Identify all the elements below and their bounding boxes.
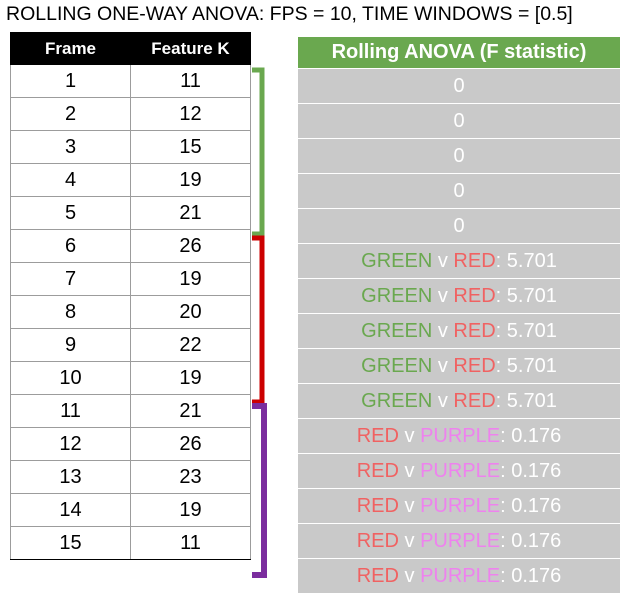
colon-separator: : (496, 250, 507, 272)
versus-separator: v (432, 355, 453, 377)
anova-row: 0 (298, 69, 620, 104)
colon-separator: : (500, 495, 511, 517)
f-statistic-value: 5.701 (507, 250, 557, 272)
versus-separator: v (432, 250, 453, 272)
colon-separator: : (496, 285, 507, 307)
group-b-label: RED (453, 355, 495, 377)
versus-separator: v (432, 285, 453, 307)
anova-row: GREEN v RED: 5.701 (298, 349, 620, 384)
anova-row: RED v PURPLE: 0.176 (298, 419, 620, 454)
anova-row: RED v PURPLE: 0.176 (298, 489, 620, 524)
group-b-label: PURPLE (420, 495, 500, 517)
f-statistic-value: 0.176 (511, 460, 561, 482)
f-statistic-value: 0 (453, 145, 464, 167)
colon-separator: : (500, 530, 511, 552)
colon-separator: : (500, 425, 511, 447)
f-statistic-value: 5.701 (507, 285, 557, 307)
anova-row: RED v PURPLE: 0.176 (298, 454, 620, 489)
group-b-label: RED (453, 390, 495, 412)
anova-cell: RED v PURPLE: 0.176 (298, 489, 620, 524)
f-statistic-value: 0.176 (511, 565, 561, 587)
anova-row: 0 (298, 174, 620, 209)
group-a-label: GREEN (361, 355, 432, 377)
colon-separator: : (496, 355, 507, 377)
f-statistic-value: 0 (453, 75, 464, 97)
group-a-label: RED (357, 425, 399, 447)
anova-row: 0 (298, 104, 620, 139)
green-window-bracket (252, 70, 262, 234)
purple-window-bracket (252, 406, 264, 575)
group-b-label: RED (453, 320, 495, 342)
f-statistic-value: 0 (453, 180, 464, 202)
colon-separator: : (500, 565, 511, 587)
versus-separator: v (399, 425, 420, 447)
group-a-label: RED (357, 495, 399, 517)
red-window-bracket (252, 238, 262, 402)
f-statistic-value: 5.701 (507, 320, 557, 342)
anova-cell: RED v PURPLE: 0.176 (298, 559, 620, 593)
f-statistic-value: 0 (453, 110, 464, 132)
group-a-label: RED (357, 530, 399, 552)
group-a-label: GREEN (361, 250, 432, 272)
versus-separator: v (399, 495, 420, 517)
f-statistic-value: 0.176 (511, 425, 561, 447)
f-statistic-value: 5.701 (507, 390, 557, 412)
anova-cell: RED v PURPLE: 0.176 (298, 454, 620, 489)
rolling-anova-header: Rolling ANOVA (F statistic) (298, 37, 620, 69)
group-b-label: PURPLE (420, 530, 500, 552)
anova-cell: GREEN v RED: 5.701 (298, 349, 620, 384)
f-statistic-value: 0.176 (511, 495, 561, 517)
group-b-label: PURPLE (420, 425, 500, 447)
f-statistic-value: 5.701 (507, 355, 557, 377)
anova-row: GREEN v RED: 5.701 (298, 279, 620, 314)
f-statistic-value: 0 (453, 215, 464, 237)
rolling-anova-table: Rolling ANOVA (F statistic) 0 0 0 0 0 GREEN v… (298, 37, 620, 593)
anova-cell: 0 (298, 104, 620, 139)
versus-separator: v (432, 320, 453, 342)
anova-row: 0 (298, 209, 620, 244)
anova-cell: RED v PURPLE: 0.176 (298, 419, 620, 454)
f-statistic-value: 0.176 (511, 530, 561, 552)
anova-cell: GREEN v RED: 5.701 (298, 279, 620, 314)
anova-cell: GREEN v RED: 5.701 (298, 314, 620, 349)
anova-cell: 0 (298, 69, 620, 104)
anova-cell: 0 (298, 139, 620, 174)
anova-cell: GREEN v RED: 5.701 (298, 244, 620, 279)
group-a-label: RED (357, 565, 399, 587)
group-b-label: PURPLE (420, 565, 500, 587)
colon-separator: : (496, 390, 507, 412)
versus-separator: v (399, 460, 420, 482)
group-a-label: GREEN (361, 285, 432, 307)
anova-cell: 0 (298, 174, 620, 209)
group-a-label: RED (357, 460, 399, 482)
anova-cell: GREEN v RED: 5.701 (298, 384, 620, 419)
group-b-label: RED (453, 250, 495, 272)
group-a-label: GREEN (361, 320, 432, 342)
colon-separator: : (496, 320, 507, 342)
anova-cell: 0 (298, 209, 620, 244)
anova-row: GREEN v RED: 5.701 (298, 314, 620, 349)
versus-separator: v (432, 390, 453, 412)
group-b-label: PURPLE (420, 460, 500, 482)
anova-cell: RED v PURPLE: 0.176 (298, 524, 620, 559)
versus-separator: v (399, 530, 420, 552)
colon-separator: : (500, 460, 511, 482)
anova-row: GREEN v RED: 5.701 (298, 384, 620, 419)
anova-row: RED v PURPLE: 0.176 (298, 559, 620, 593)
group-a-label: GREEN (361, 390, 432, 412)
group-b-label: RED (453, 285, 495, 307)
anova-row: RED v PURPLE: 0.176 (298, 524, 620, 559)
anova-row: 0 (298, 139, 620, 174)
versus-separator: v (399, 565, 420, 587)
anova-row: GREEN v RED: 5.701 (298, 244, 620, 279)
